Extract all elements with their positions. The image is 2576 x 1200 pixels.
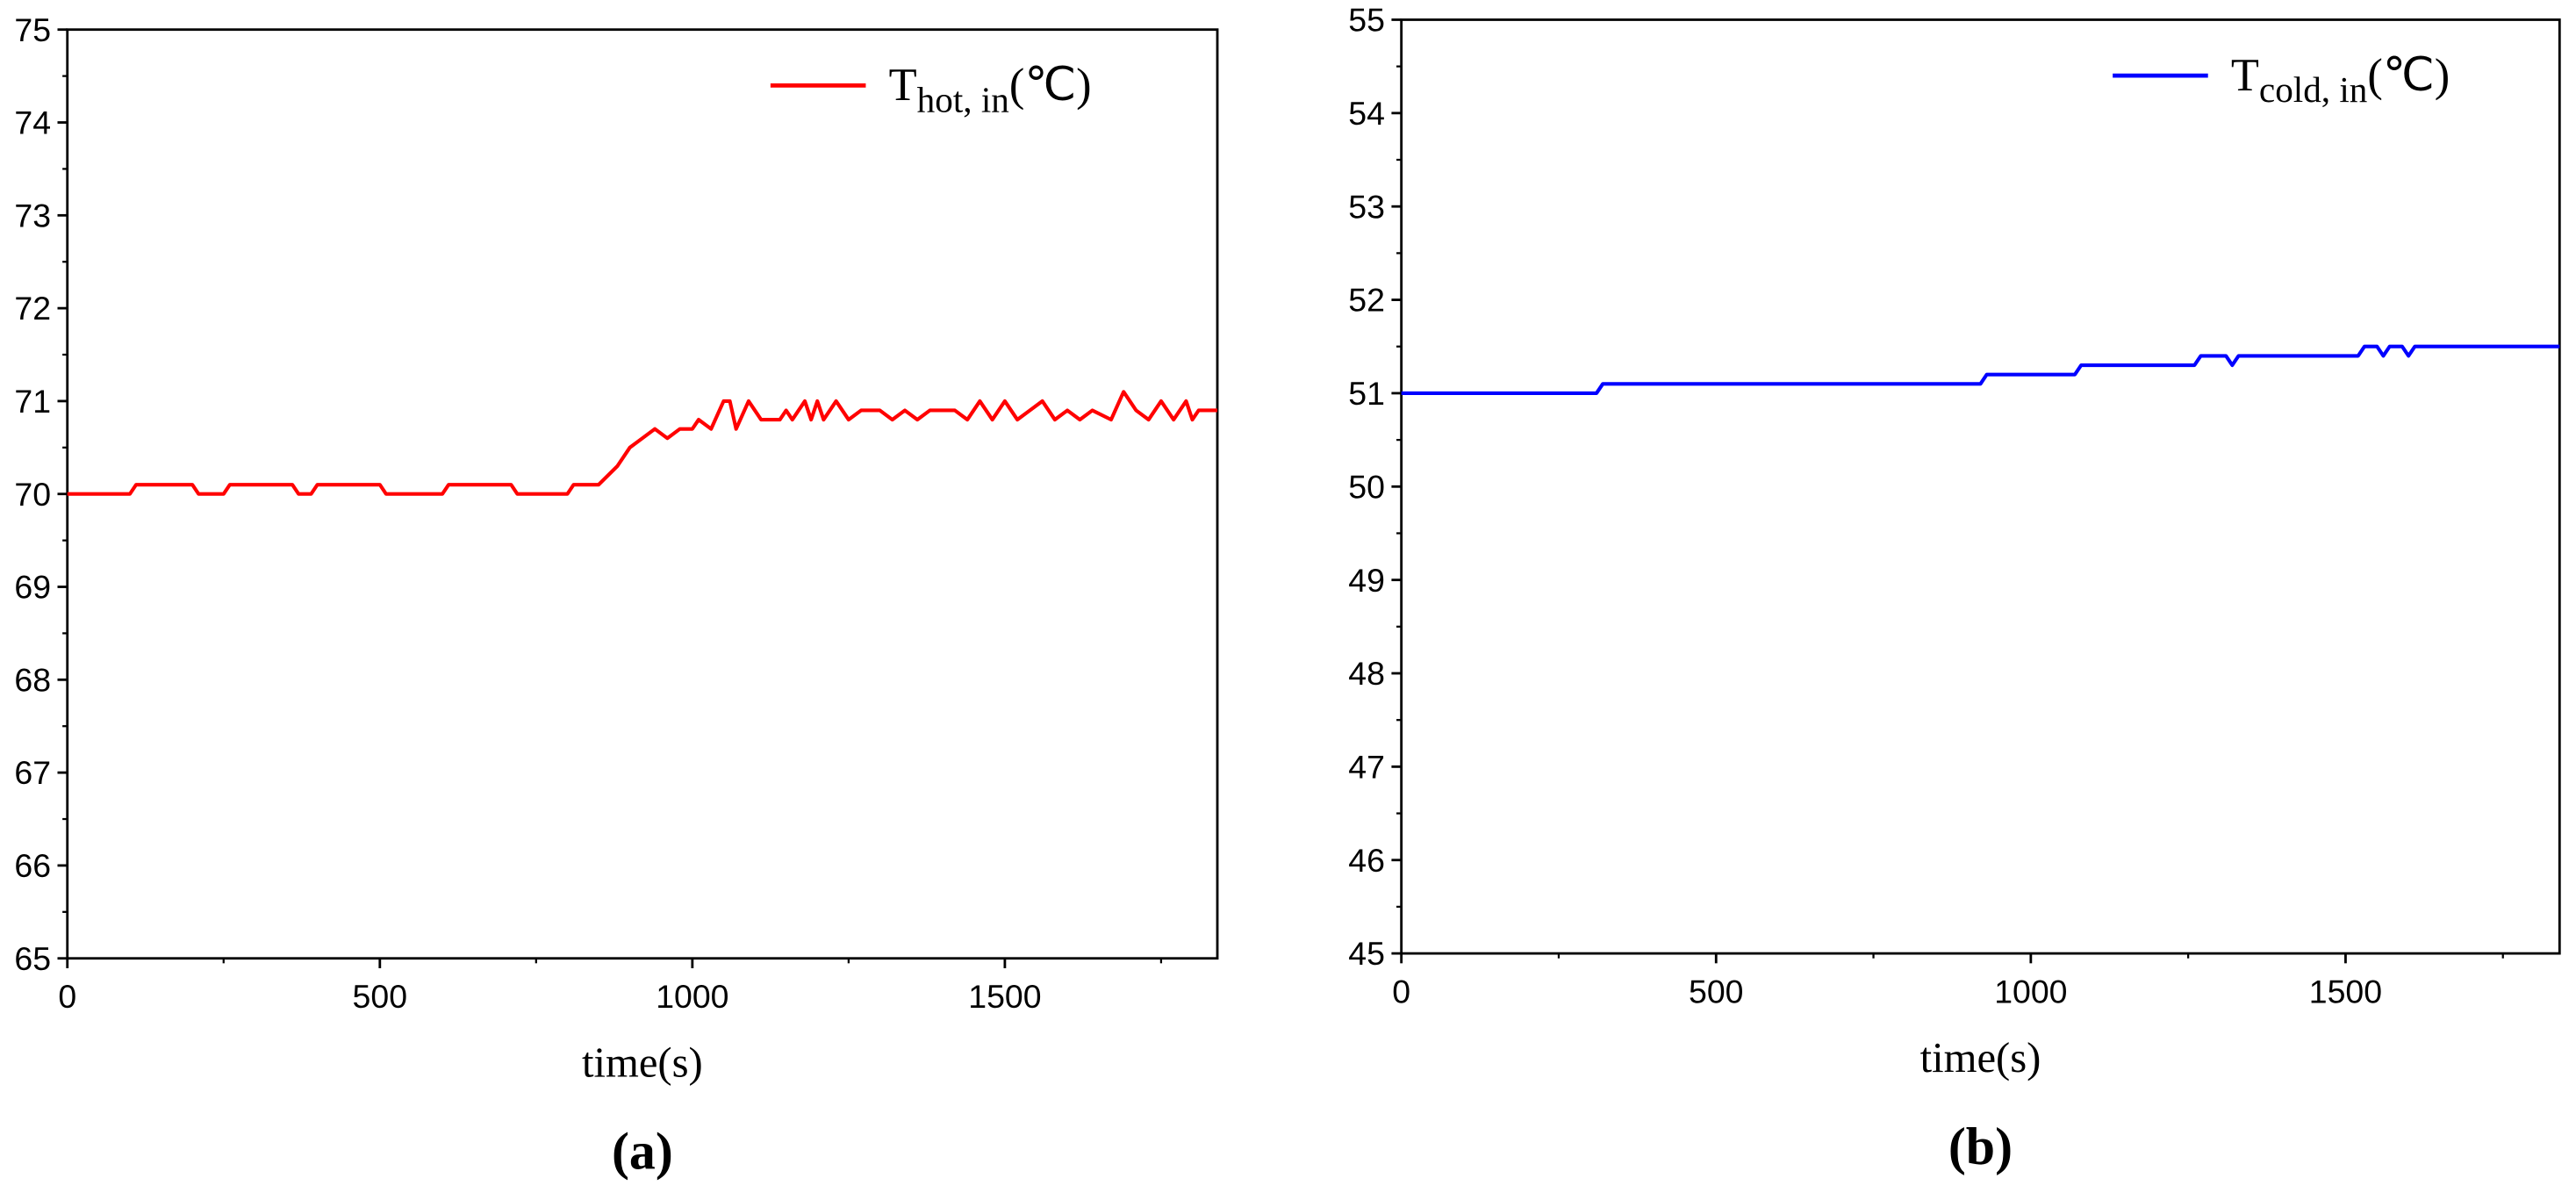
y-tick-label: 47 [1348, 748, 1385, 785]
y-tick-label: 55 [1348, 2, 1385, 39]
legend-suffix: (℃) [2367, 50, 2450, 101]
chart: 45 46 47 48 49 50 51 52 53 54 55 0 500 1000 1500 time(s… [1348, 2, 2561, 1175]
y-tick-label: 73 [14, 197, 51, 234]
x-axis-label: time(s) [1920, 1034, 2041, 1081]
y-tick-label: 53 [1348, 188, 1385, 225]
caption: (a) [612, 1122, 673, 1180]
x-axis-label: time(s) [582, 1039, 703, 1087]
x-tick-label: 500 [353, 978, 407, 1015]
x-tick-label: 1500 [968, 978, 1041, 1015]
y-tick-label: 69 [14, 569, 51, 606]
legend-label: Thot, in(℃) [889, 60, 1092, 119]
y-tick-label: 70 [14, 476, 51, 513]
legend-sub: hot, in [917, 79, 1009, 119]
legend-sub: cold, in [2259, 69, 2367, 110]
legend-suffix: (℃) [1009, 60, 1092, 111]
y-tick-label: 71 [14, 383, 51, 420]
chart: 65 66 67 68 69 70 71 72 73 74 75 0 500 1000 1500 time(s… [14, 11, 1219, 1180]
legend-label: Tcold, in(℃) [2231, 50, 2450, 110]
x-tick-label: 1500 [2309, 973, 2382, 1010]
caption: (b) [1948, 1117, 2013, 1175]
y-tick-label: 68 [14, 661, 51, 698]
data-line [1401, 344, 2560, 395]
y-tick-label: 54 [1348, 95, 1385, 132]
x-tick-label: 1000 [1994, 973, 2067, 1010]
y-tick-label: 51 [1348, 375, 1385, 412]
x-tick-label: 1000 [656, 978, 728, 1015]
x-tick-label: 0 [58, 978, 76, 1015]
y-tick-label: 72 [14, 290, 51, 327]
y-tick-label: 75 [14, 11, 51, 48]
legend-main: T [2231, 50, 2259, 101]
legend-main: T [889, 60, 917, 111]
y-tick-label: 50 [1348, 468, 1385, 505]
y-tick-label: 48 [1348, 655, 1385, 692]
x-tick-label: 500 [1689, 973, 1743, 1010]
y-tick-label: 65 [14, 940, 51, 977]
y-tick-label: 49 [1348, 562, 1385, 599]
y-tick-label: 67 [14, 754, 51, 791]
y-tick-label: 74 [14, 104, 51, 141]
y-tick-label: 45 [1348, 935, 1385, 972]
plot-frame [1400, 18, 2561, 955]
plot-frame [66, 28, 1219, 960]
data-line [67, 390, 1218, 496]
y-tick-label: 52 [1348, 282, 1385, 319]
y-tick-label: 46 [1348, 842, 1385, 879]
x-tick-label: 0 [1392, 973, 1410, 1010]
y-tick-label: 66 [14, 847, 51, 884]
